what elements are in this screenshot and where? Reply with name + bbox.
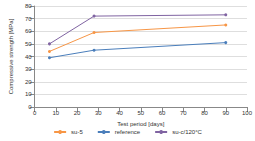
svg-text:60: 60 bbox=[159, 110, 166, 116]
svg-text:10: 10 bbox=[25, 91, 32, 97]
svg-text:70: 70 bbox=[25, 16, 32, 22]
svg-text:90: 90 bbox=[222, 110, 229, 116]
svg-text:50: 50 bbox=[137, 110, 144, 116]
svg-text:70: 70 bbox=[180, 110, 187, 116]
svg-text:80: 80 bbox=[25, 3, 32, 9]
svg-text:80: 80 bbox=[201, 110, 208, 116]
svg-text:20: 20 bbox=[25, 79, 32, 85]
svg-text:reference: reference bbox=[115, 129, 141, 135]
svg-text:50: 50 bbox=[25, 41, 32, 47]
svg-text:40: 40 bbox=[116, 110, 123, 116]
svg-text:40: 40 bbox=[25, 54, 32, 60]
svg-text:su-c/120°C: su-c/120°C bbox=[172, 129, 202, 135]
svg-text:60: 60 bbox=[25, 28, 32, 34]
svg-text:10: 10 bbox=[52, 110, 59, 116]
svg-text:20: 20 bbox=[74, 110, 81, 116]
svg-text:0: 0 bbox=[28, 104, 32, 110]
svg-text:Compressive strength [MPa]: Compressive strength [MPa] bbox=[8, 18, 14, 94]
svg-text:30: 30 bbox=[95, 110, 102, 116]
svg-text:Test period [days]: Test period [days] bbox=[117, 121, 164, 127]
svg-text:0: 0 bbox=[33, 110, 37, 116]
svg-text:30: 30 bbox=[25, 66, 32, 72]
svg-text:su-5: su-5 bbox=[71, 129, 83, 135]
svg-text:100: 100 bbox=[242, 110, 253, 116]
